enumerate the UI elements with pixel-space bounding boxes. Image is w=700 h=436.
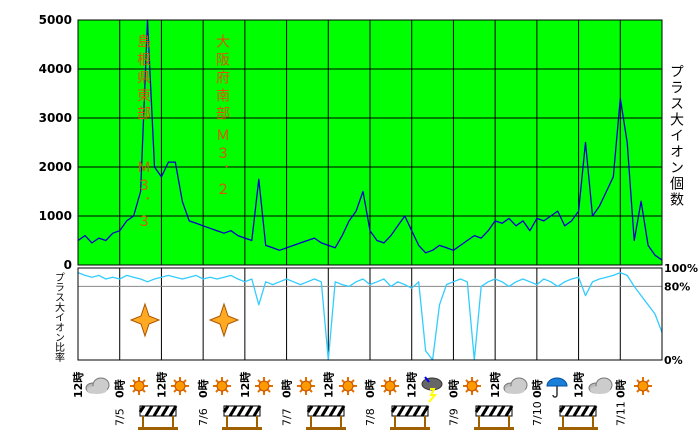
x-tick-label: 12時 (405, 372, 419, 398)
weather-icon (421, 376, 443, 403)
barrier-icon (472, 404, 516, 432)
date-label: 7/6 (197, 408, 210, 426)
date-label: 7/9 (447, 408, 460, 426)
weather-icon (546, 377, 568, 398)
plot-frame (77, 19, 663, 266)
y-tick-label: 2000 (39, 160, 72, 174)
date-label: 7/8 (364, 408, 377, 426)
weather-icon (129, 376, 149, 396)
data-line (77, 19, 663, 261)
weather-icon (170, 376, 190, 396)
date-label: 7/5 (114, 408, 127, 426)
barrier-icon (556, 404, 600, 432)
weather-icon (380, 376, 400, 396)
x-tick-label: 0時 (280, 379, 294, 398)
data-line (77, 271, 663, 361)
x-tick-label: 0時 (446, 379, 460, 398)
annotation: Ｍ３．２ (214, 128, 230, 200)
x-tick-label: 0時 (113, 379, 127, 398)
x-tick-label: 0時 (530, 379, 544, 398)
y-tick-label: 1000 (39, 209, 72, 223)
date-label: 7/7 (281, 408, 294, 426)
barrier-icon (220, 404, 264, 432)
plot-frame (77, 267, 663, 361)
y-tick-label: 80% (664, 280, 690, 293)
x-tick-label: 12時 (321, 372, 335, 398)
barrier-icon (388, 404, 432, 432)
weather-icon (338, 376, 358, 396)
weather-icon (254, 376, 274, 396)
y-tick-label: 0% (664, 354, 683, 367)
x-tick-label: 0時 (363, 379, 377, 398)
x-tick-label: 12時 (154, 372, 168, 398)
y-axis-title: プラス大イオン比率 (53, 272, 65, 363)
weather-icon (503, 377, 528, 395)
annotation: Ｍ３．３ (135, 160, 151, 232)
x-tick-label: 12時 (572, 372, 586, 398)
x-tick-label: 12時 (238, 372, 252, 398)
x-tick-label: 0時 (613, 379, 627, 398)
weather-icon (462, 376, 482, 396)
y-tick-label: 100% (664, 262, 698, 275)
weather-icon (296, 376, 316, 396)
annotation: 島根県東部 (135, 34, 151, 124)
weather-icon (85, 377, 110, 395)
date-label: 7/11 (614, 401, 627, 426)
date-label: 7/10 (531, 401, 544, 426)
y-tick-label: 5000 (39, 13, 72, 27)
y-axis-title: プラス大イオン個数 (668, 64, 684, 208)
x-tick-label: 12時 (71, 372, 85, 398)
barrier-icon (304, 404, 348, 432)
weather-icon (588, 377, 613, 395)
weather-icon (212, 376, 232, 396)
x-tick-label: 12時 (488, 372, 502, 398)
y-tick-label: 3000 (39, 111, 72, 125)
barrier-icon (136, 404, 180, 432)
y-tick-label: 4000 (39, 62, 72, 76)
weather-icon (633, 376, 653, 396)
annotation: 大阪府南部 (214, 34, 230, 124)
x-tick-label: 0時 (196, 379, 210, 398)
y-tick-label: 0 (64, 258, 72, 272)
